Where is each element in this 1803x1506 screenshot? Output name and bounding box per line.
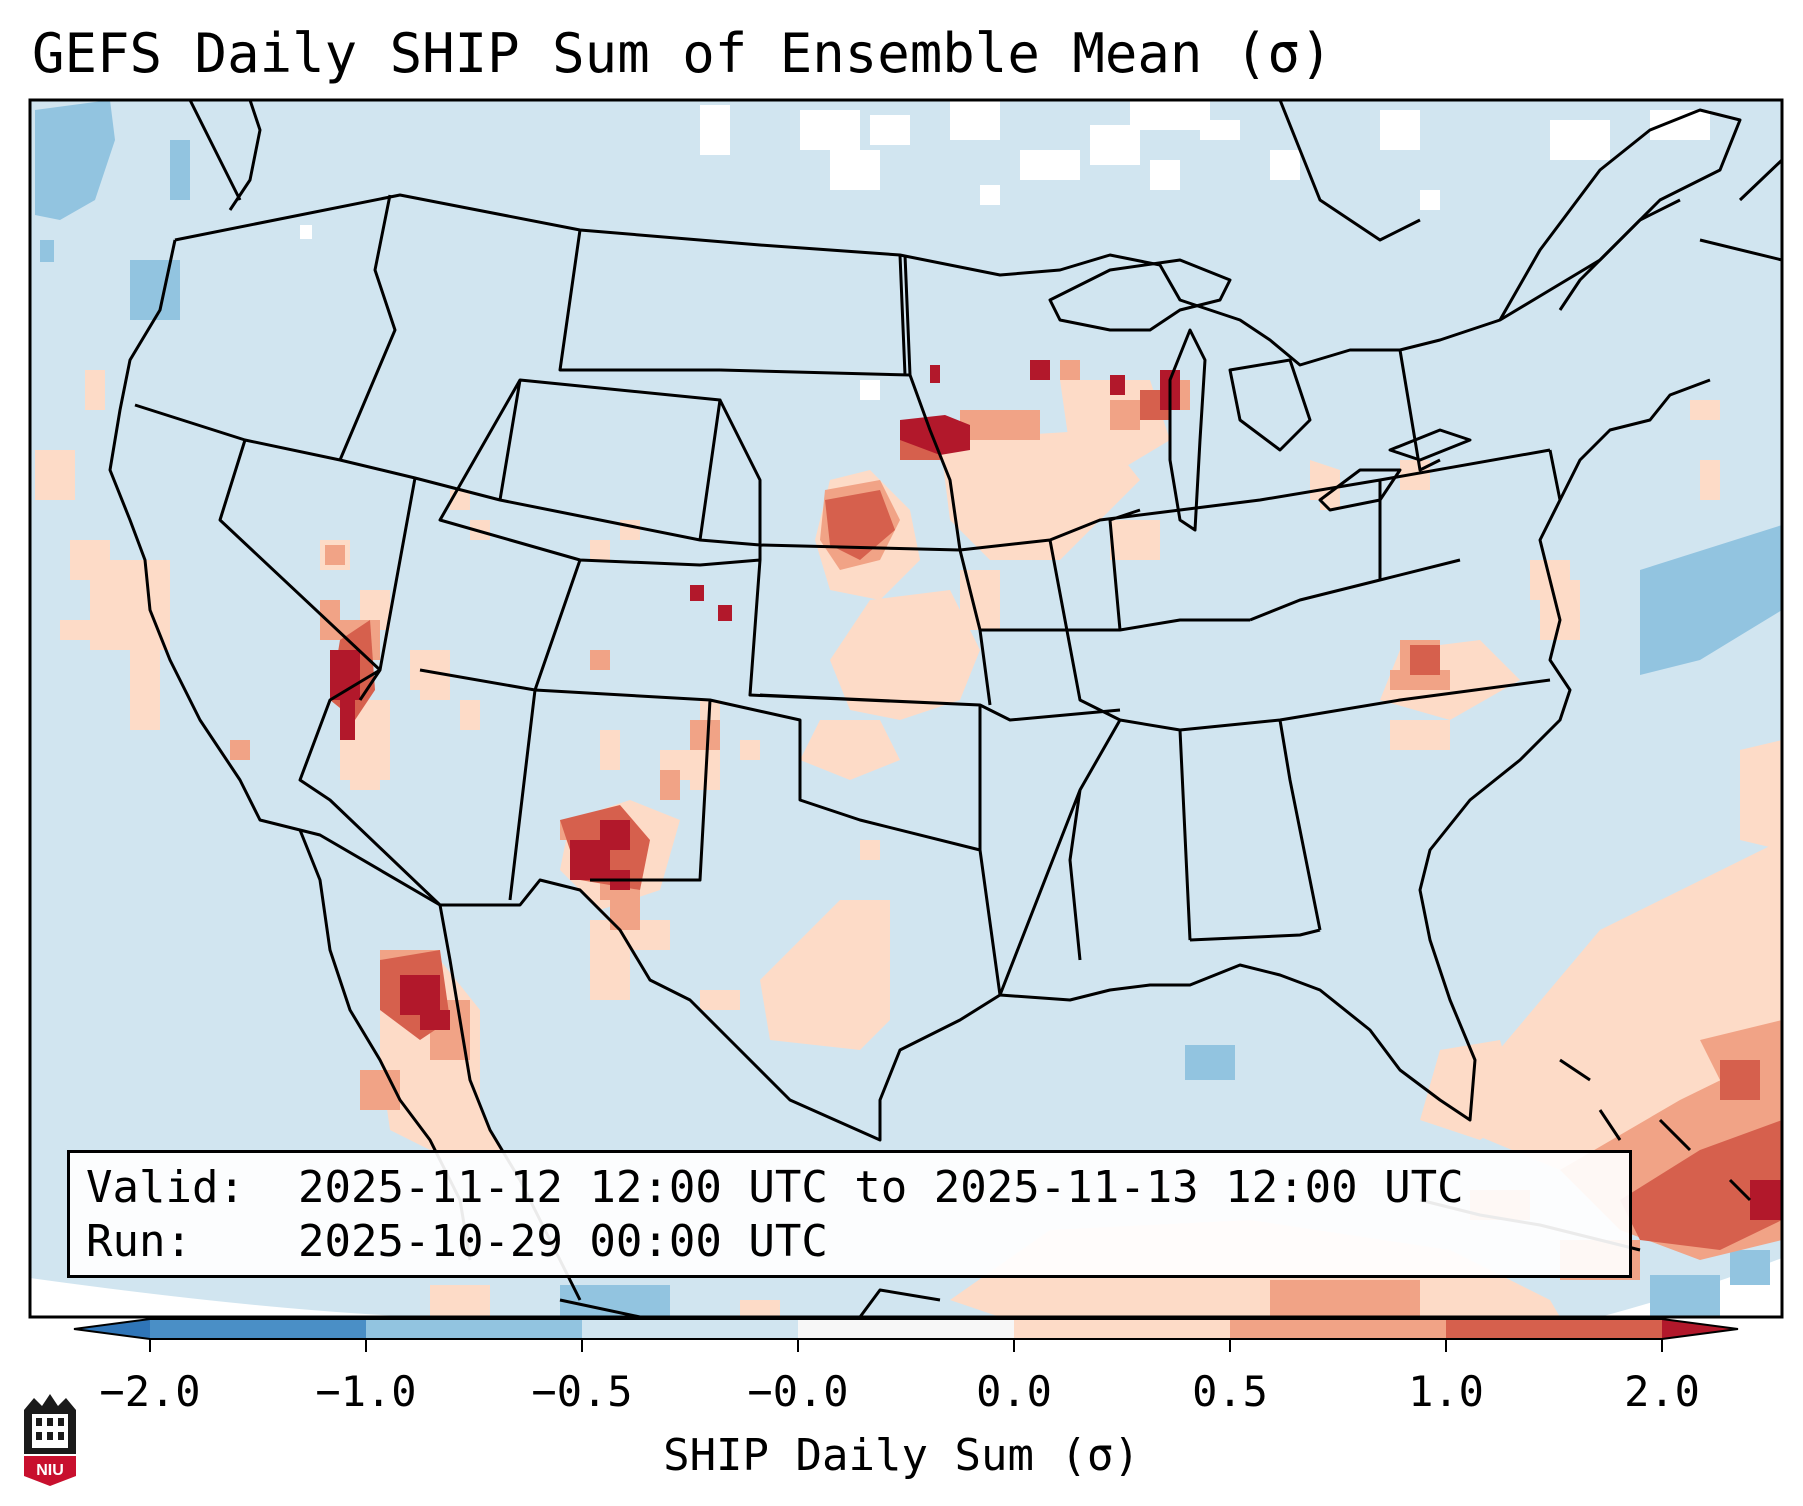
colorbar-extend-high [1662, 1319, 1738, 1339]
colorbar-label: SHIP Daily Sum (σ) [663, 1430, 1140, 1481]
colorbar-tick-label: 0.0 [976, 1367, 1052, 1416]
valid-label: Valid: [86, 1162, 245, 1213]
colorbar-bin-1 [150, 1319, 366, 1339]
very-high-patches [330, 360, 1782, 1220]
valid-line: Valid: 2025-11-12 12:00 UTC to 2025-11-13… [86, 1161, 1629, 1215]
colorbar-tick-label: −2.0 [99, 1367, 201, 1416]
canada-border [174, 193, 1681, 367]
us-coastline [108, 239, 1711, 1142]
colorbar-tick-label: −1.0 [315, 1367, 417, 1416]
niu-logo-icon: NIU [24, 1394, 76, 1486]
colorbar-bin-3 [582, 1319, 798, 1339]
colorbar-bin-5 [1014, 1319, 1230, 1339]
colorbar-tick-label: −0.5 [531, 1367, 633, 1416]
run-value: 2025-10-29 00:00 UTC [298, 1216, 828, 1267]
projection-corner-bottom-right [1600, 1258, 1782, 1317]
colorbar-bin-4 [798, 1319, 1014, 1339]
state-lines [134, 194, 1562, 996]
colorbar-tick-label: −0.0 [747, 1367, 849, 1416]
map-title: GEFS Daily SHIP Sum of Ensemble Mean (σ) [32, 22, 1333, 85]
colorbar-tick-label: 1.0 [1408, 1367, 1484, 1416]
valid-value: 2025-11-12 12:00 UTC to 2025-11-13 12:00… [298, 1162, 1464, 1213]
near-zero-patches [300, 100, 1710, 400]
run-line: Run: 2025-10-29 00:00 UTC [86, 1215, 1629, 1269]
colorbar-tick-label: 0.5 [1192, 1367, 1268, 1416]
map-frame [28, 98, 1784, 1319]
projection-corner-bottom-left [30, 1278, 420, 1317]
colorbar-bin-6 [1230, 1319, 1446, 1339]
colorbar-tick-label: 2.0 [1624, 1367, 1700, 1416]
valid-run-info-box: Valid: 2025-11-12 12:00 UTC to 2025-11-13… [67, 1150, 1632, 1278]
colorbar-bin-2 [366, 1319, 582, 1339]
colorbar-extend-low [74, 1319, 150, 1339]
great-lakes [1048, 258, 1472, 532]
logo-text: NIU [36, 1462, 64, 1479]
colorbar-bin-7 [1446, 1319, 1662, 1339]
run-label: Run: [86, 1216, 192, 1267]
colorbar [73, 1318, 1739, 1352]
